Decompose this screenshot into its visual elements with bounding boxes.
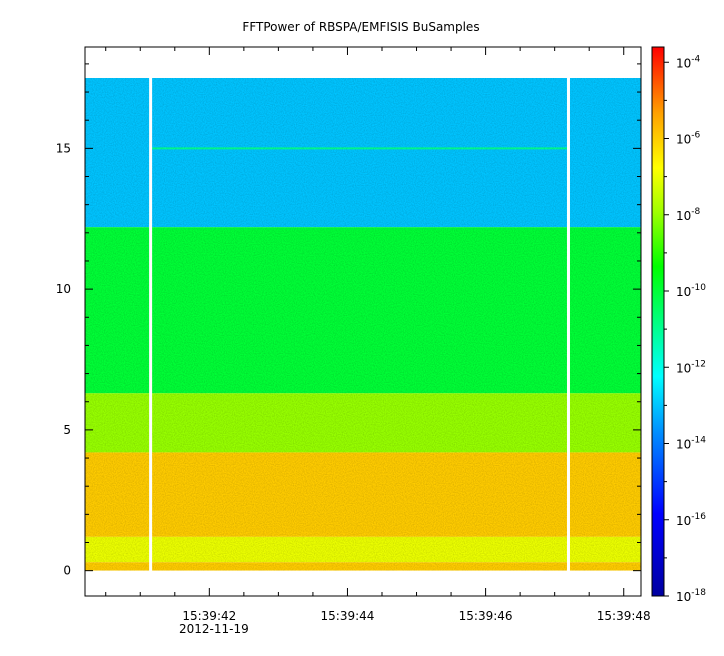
colorbar-tick-label: 10-18 bbox=[676, 588, 706, 604]
colorbar-gradient bbox=[651, 46, 665, 597]
data-gap-1 bbox=[566, 47, 570, 596]
y-tick-label: 10 bbox=[56, 282, 71, 296]
colorbar-tick-label: 10-6 bbox=[676, 131, 701, 147]
y-tick-label: 15 bbox=[56, 141, 71, 155]
spectrogram-band-1 bbox=[85, 227, 641, 394]
x-tick-label: 15:39:44 bbox=[321, 609, 375, 623]
no-data-bottom bbox=[85, 570, 641, 596]
colorbar-ticks: 10-4 10-6 10-8 10-10 10-12 10-14 10-16 10-18 bbox=[664, 54, 706, 604]
colorbar-tick-label: 10-4 bbox=[676, 54, 701, 70]
colorbar-tick-label: 10-12 bbox=[676, 359, 706, 375]
colorbar: 10-4 10-6 10-8 10-10 10-12 10-14 10-16 10-18 bbox=[651, 46, 706, 604]
spectrogram-band-4 bbox=[85, 536, 641, 563]
x-tick-label: 15:39:46 bbox=[459, 609, 513, 623]
y-tick-label: 5 bbox=[63, 423, 71, 437]
spectrogram-band-0 bbox=[85, 77, 641, 228]
data-gap-0 bbox=[149, 47, 153, 596]
spectrogram-line-feature bbox=[150, 147, 569, 150]
plot-area bbox=[85, 47, 641, 596]
y-tick-label: 0 bbox=[63, 564, 71, 578]
x-tick-label: 15:39:42 bbox=[182, 609, 236, 623]
data-gaps bbox=[85, 47, 641, 596]
spectrogram-band-3 bbox=[85, 452, 641, 537]
y-axis: 0 5 10 15 bbox=[56, 63, 641, 578]
spectrogram-band-5 bbox=[85, 562, 641, 571]
colorbar-tick-label: 10-8 bbox=[676, 207, 701, 223]
x-tick-label: 15:39:48 bbox=[597, 609, 651, 623]
colorbar-tick-label: 10-14 bbox=[676, 436, 706, 452]
no-data-top bbox=[85, 47, 641, 78]
plot-frame bbox=[84, 46, 642, 597]
x-date-label: 2012-11-19 bbox=[179, 622, 249, 636]
x-axis: 15:39:42 15:39:44 15:39:46 15:39:48 bbox=[105, 47, 651, 623]
chart-title: FFTPower of RBSPA/EMFISIS BuSamples bbox=[242, 20, 479, 34]
spectrogram-bands bbox=[85, 77, 641, 571]
spectrogram-band-2 bbox=[85, 393, 641, 453]
colorbar-tick-label: 10-16 bbox=[676, 512, 706, 528]
colorbar-tick-label: 10-10 bbox=[676, 283, 706, 299]
